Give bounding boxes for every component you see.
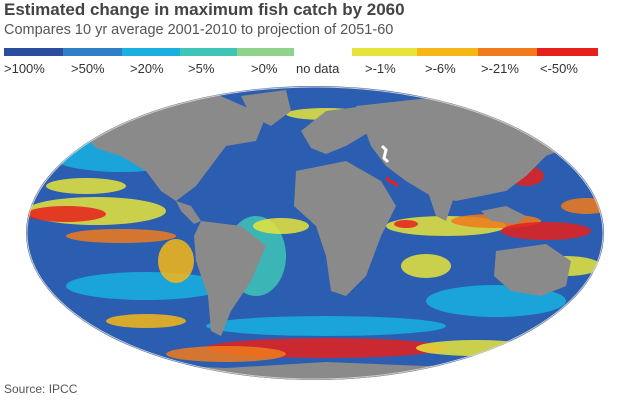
source-credit: Source: IPCC (4, 382, 78, 396)
ocean-patch (66, 229, 176, 243)
ocean-patch (253, 218, 309, 234)
legend-label-2: >20% (130, 61, 164, 76)
legend-swatch-7 (417, 48, 478, 56)
ocean-patch (206, 316, 446, 336)
world-map (26, 86, 604, 380)
legend-swatch-9 (537, 48, 598, 56)
land-central-america (176, 201, 201, 224)
ocean-patch (394, 220, 418, 228)
legend-swatch-1 (63, 48, 122, 56)
legend-swatch-2 (122, 48, 180, 56)
legend-swatch-6 (352, 48, 417, 56)
ocean-patch (501, 222, 591, 240)
legend-label-6: >-1% (365, 61, 396, 76)
legend-label-4: >0% (251, 61, 278, 76)
legend-label-1: >50% (71, 61, 105, 76)
land-indonesia (481, 206, 526, 224)
ocean-patch (401, 254, 451, 278)
page-title: Estimated change in maximum fish catch b… (4, 0, 405, 19)
no-data-caspian (380, 144, 390, 164)
ocean-patch (158, 239, 194, 283)
land-greenland (241, 90, 291, 126)
ocean-patch (106, 314, 186, 328)
land-africa (294, 161, 396, 296)
land-new-zealand (584, 294, 594, 311)
legend-swatch-4 (237, 48, 294, 56)
legend: >100% >50% >20% >5% >0% no data >-1% >-6… (4, 48, 616, 80)
land-india (426, 186, 456, 221)
land-antarctica (26, 362, 604, 380)
legend-swatch-8 (478, 48, 537, 56)
ocean-patch (46, 178, 126, 194)
land-australia (494, 244, 571, 296)
legend-swatch-0 (4, 48, 63, 56)
legend-label-9: <-50% (540, 61, 578, 76)
land-europe (301, 106, 371, 154)
land-south-america (194, 221, 266, 336)
ocean-patch (26, 206, 106, 222)
globe-outline (26, 86, 604, 380)
legend-label-7: >-6% (425, 61, 456, 76)
legend-swatch-5 (294, 48, 352, 56)
legend-label-3: >5% (188, 61, 215, 76)
legend-label-8: >-21% (481, 61, 519, 76)
legend-swatch-3 (180, 48, 237, 56)
persian-gulf-mark (385, 176, 399, 188)
world-map-svg (26, 86, 604, 380)
legend-label-0: >100% (4, 61, 45, 76)
page-subtitle: Compares 10 yr average 2001-2010 to proj… (4, 22, 394, 38)
legend-label-5: no data (296, 61, 340, 76)
ocean-patch (166, 346, 286, 362)
